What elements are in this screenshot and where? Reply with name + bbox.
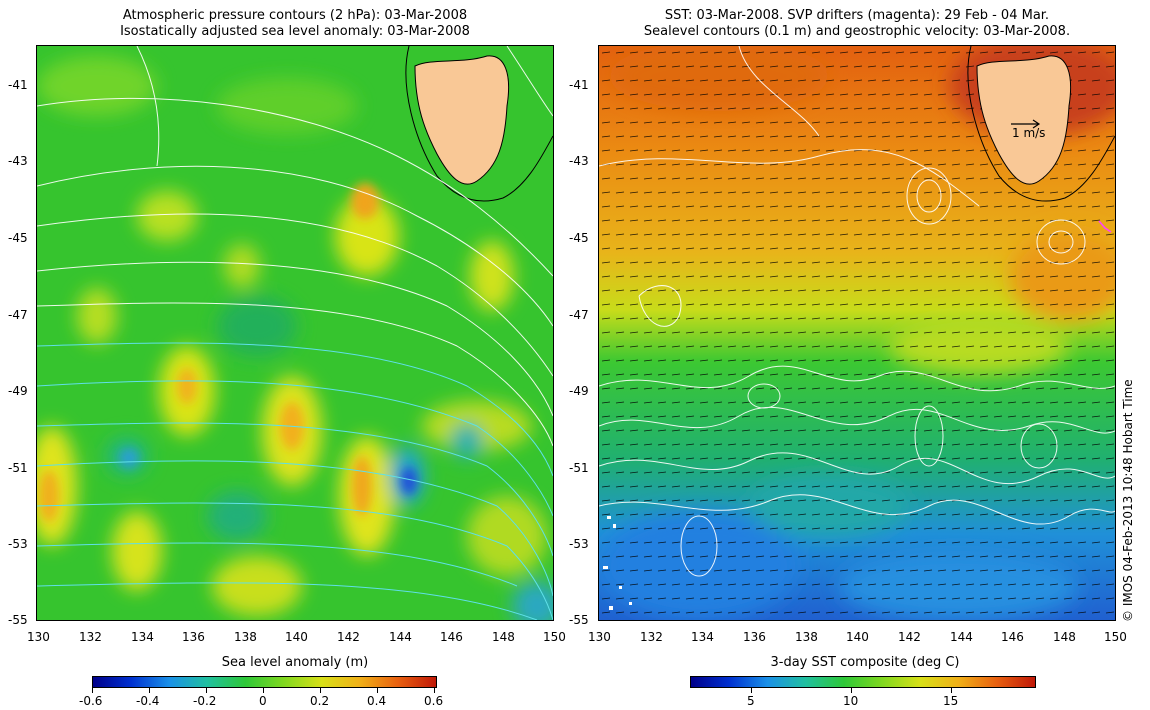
sst-colorbar-tick (751, 687, 752, 693)
left-lon-label: 132 (79, 630, 102, 644)
left-title-line2: Isostatically adjusted sea level anomaly… (120, 24, 470, 39)
left-lon-label: 134 (131, 630, 154, 644)
right-lon-label: 148 (1053, 630, 1076, 644)
right-lon-label: 134 (691, 630, 714, 644)
sla-colorbar-tick (149, 687, 150, 693)
right-title-line2: Sealevel contours (0.1 m) and geostrophi… (643, 24, 1071, 39)
left-lat-label: -53 (8, 537, 28, 551)
left-lat-label: -41 (8, 78, 28, 92)
left-lon-label: 144 (389, 630, 412, 644)
right-title-line1: SST: 03-Mar-2008. SVP drifters (magenta)… (664, 8, 1050, 23)
right-lon-label: 138 (795, 630, 818, 644)
right-lon-label: 142 (898, 630, 921, 644)
left-lon-label: 136 (182, 630, 205, 644)
left-lat-label: -49 (8, 384, 28, 398)
left-lon-label: 148 (492, 630, 515, 644)
sla-colorbar-tick (92, 687, 93, 693)
sla-colorbar-tick (434, 687, 435, 693)
left-lat-label: -45 (8, 231, 28, 245)
sst-colorbar (690, 676, 1036, 688)
right-lon-label: 132 (640, 630, 663, 644)
right-lon-label: 136 (743, 630, 766, 644)
right-lon-label: 146 (1001, 630, 1024, 644)
right-lon-label: 130 (588, 630, 611, 644)
left-lon-label: 142 (337, 630, 360, 644)
right-lat-label: -49 (569, 384, 589, 398)
right-lat-label: -43 (569, 154, 589, 168)
left-colorbar-title: Sea level anomaly (m) (221, 655, 369, 670)
sla-colorbar-tick (263, 687, 264, 693)
left-lon-label: 150 (543, 630, 566, 644)
sst-colorbar-label: 10 (843, 694, 859, 708)
left-lon-label: 130 (27, 630, 50, 644)
right-colorbar-title: 3-day SST composite (deg C) (770, 655, 960, 670)
sla-colorbar-label: 0.2 (310, 694, 330, 708)
right-lat-label: -45 (569, 231, 589, 245)
imos-credit: © IMOS 04-Feb-2013 10:48 Hobart Time (1121, 379, 1135, 622)
sla-colorbar-label: 0 (259, 694, 267, 708)
right-lon-label: 150 (1104, 630, 1127, 644)
left-lat-label: -51 (8, 461, 28, 475)
right-lat-label: -41 (569, 78, 589, 92)
sst-colorbar-label: 15 (943, 694, 959, 708)
right-lat-label: -51 (569, 461, 589, 475)
left-title-line1: Atmospheric pressure contours (2 hPa): 0… (122, 8, 468, 23)
sla-colorbar-label: -0.2 (193, 694, 217, 708)
sla-colorbar-tick (320, 687, 321, 693)
sla-map (36, 45, 554, 621)
left-lat-label: -47 (8, 308, 28, 322)
sla-colorbar-label: -0.4 (136, 694, 160, 708)
sst-colorbar-tick (851, 687, 852, 693)
sst-colorbar-label: 5 (747, 694, 755, 708)
right-lon-label: 144 (950, 630, 973, 644)
sst-colorbar-tick (951, 687, 952, 693)
right-lat-label: -53 (569, 537, 589, 551)
sla-colorbar-tick (206, 687, 207, 693)
left-lat-label: -43 (8, 154, 28, 168)
right-lat-label: -55 (569, 613, 589, 627)
sla-colorbar-label: 0.4 (367, 694, 387, 708)
right-lat-label: -47 (569, 308, 589, 322)
left-lat-label: -55 (8, 613, 28, 627)
sla-colorbar-label: -0.6 (79, 694, 103, 708)
scale-arrow-label: 1 m/s (1012, 126, 1046, 140)
sla-colorbar-tick (377, 687, 378, 693)
right-lon-label: 140 (846, 630, 869, 644)
sst-map (598, 45, 1116, 621)
left-lon-label: 138 (234, 630, 257, 644)
left-lon-label: 140 (285, 630, 308, 644)
left-lon-label: 146 (440, 630, 463, 644)
sla-colorbar-label: 0.6 (424, 694, 444, 708)
sla-colorbar (92, 676, 437, 688)
